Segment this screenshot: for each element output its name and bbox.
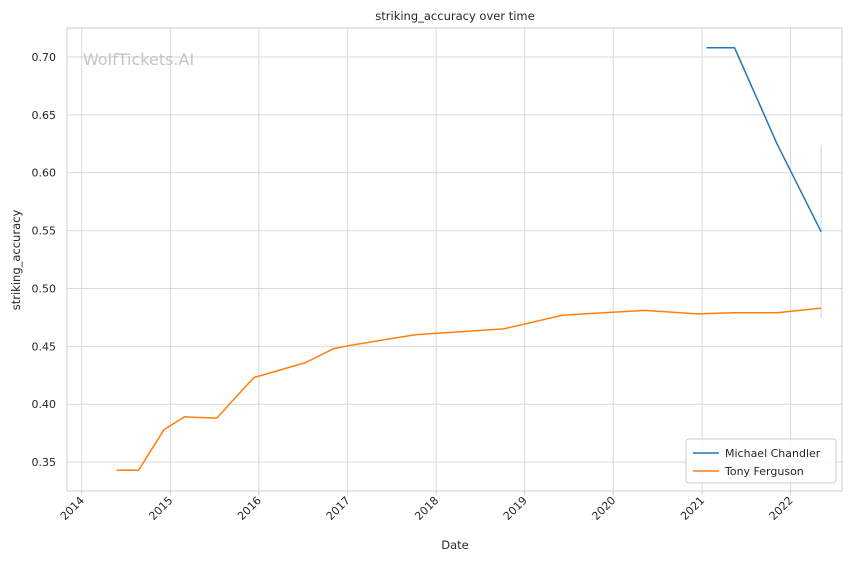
watermark: WolfTickets.AI — [83, 50, 194, 69]
series-line-michael-chandler — [706, 46, 822, 233]
legend: Michael Chandler Tony Ferguson — [685, 438, 837, 484]
x-tick-label: 2018 — [412, 494, 441, 523]
legend-label-michael-chandler: Michael Chandler — [725, 447, 821, 460]
chart-title: striking_accuracy over time — [375, 9, 534, 23]
x-tick-labels: 2014 2015 2016 2017 2018 2019 2020 2021 2022 — [58, 494, 796, 523]
series-line-tony-ferguson — [116, 307, 822, 471]
x-tick-label: 2022 — [767, 494, 796, 523]
plot-frame — [66, 27, 843, 492]
x-tick-label: 2019 — [501, 494, 530, 523]
x-axis-title: Date — [441, 538, 469, 552]
y-tick-label: 0.50 — [32, 282, 57, 295]
y-tick-label: 0.60 — [32, 167, 57, 180]
x-tick-label: 2021 — [678, 494, 707, 523]
grid — [67, 28, 842, 495]
y-tick-labels: 0.35 0.40 0.45 0.50 0.55 0.60 0.65 0.70 — [32, 51, 57, 469]
x-tick-label: 2015 — [146, 494, 175, 523]
x-tick-label: 2014 — [58, 494, 87, 523]
y-tick-label: 0.40 — [32, 398, 57, 411]
y-tick-label: 0.65 — [32, 109, 57, 122]
x-tick-label: 2016 — [235, 494, 264, 523]
legend-box — [685, 438, 837, 484]
y-axis-title: striking_accuracy — [9, 210, 23, 311]
y-tick-label: 0.55 — [32, 225, 57, 238]
legend-label-tony-ferguson: Tony Ferguson — [724, 465, 804, 478]
y-tick-label: 0.35 — [32, 456, 57, 469]
x-tick-label: 2017 — [324, 494, 353, 523]
y-tick-label: 0.45 — [32, 340, 57, 353]
x-tick-label: 2020 — [589, 494, 618, 523]
y-tick-label: 0.70 — [32, 51, 57, 64]
series-layer — [116, 46, 822, 471]
